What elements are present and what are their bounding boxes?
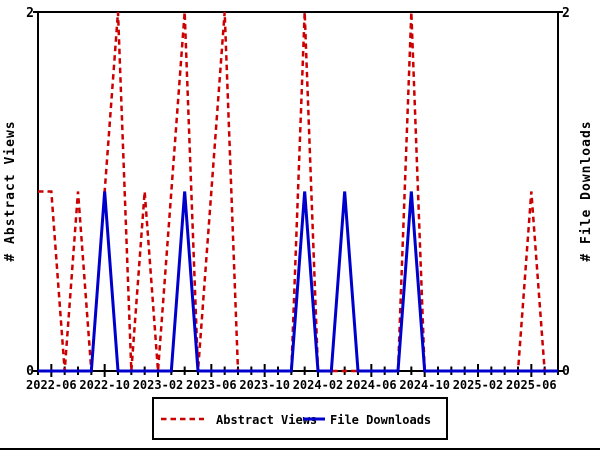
x-tick-label: 2024-10 (399, 378, 450, 392)
x-tick-label: 2024-06 (346, 378, 397, 392)
x-tick-label: 2023-06 (186, 378, 237, 392)
y-right-tick-max: 2 (562, 6, 570, 21)
x-tick-label: 2023-10 (239, 378, 290, 392)
file-downloads-legend-label: File Downloads (330, 413, 431, 427)
x-tick-label: 2025-06 (506, 378, 557, 392)
abstract-views-line (38, 11, 558, 373)
x-tick-label: 2024-02 (293, 378, 344, 392)
y-axis-title-left: # Abstract Views (3, 120, 18, 261)
y-left-tick-min: 0 (26, 364, 34, 379)
legend: Abstract Views File Downloads (152, 397, 448, 440)
x-tick-label: 2025-02 (453, 378, 504, 392)
y-axis-title-right: # File Downloads (579, 120, 594, 261)
file-downloads-line (38, 191, 558, 373)
x-tick-label: 2023-02 (133, 378, 184, 392)
plot-border (37, 11, 559, 372)
y-right-tick-min: 0 (562, 364, 570, 379)
x-tick-label: 2022-06 (26, 378, 77, 392)
x-tick-label: 2022-10 (79, 378, 130, 392)
abstract-views-legend-label: Abstract Views (216, 413, 317, 427)
y-left-tick-max: 2 (26, 6, 34, 21)
x-axis-labels: 2022-06 2022-10 2023-02 2023-06 2023-10 2024-… (26, 378, 557, 392)
